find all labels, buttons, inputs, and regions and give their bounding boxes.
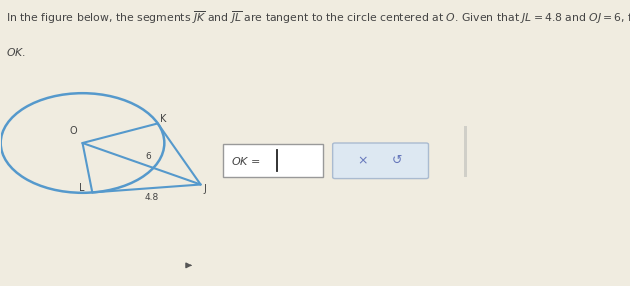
- Text: 6: 6: [146, 152, 151, 162]
- Text: ↺: ↺: [392, 154, 402, 167]
- Text: In the figure below, the segments $\overline{JK}$ and $\overline{JL}$ are tangen: In the figure below, the segments $\over…: [6, 9, 630, 26]
- Text: L: L: [79, 183, 84, 193]
- Text: $OK$.: $OK$.: [6, 46, 26, 58]
- FancyBboxPatch shape: [333, 143, 428, 178]
- Text: O: O: [69, 126, 77, 136]
- FancyBboxPatch shape: [464, 126, 467, 177]
- Text: ×: ×: [357, 154, 367, 167]
- Text: J: J: [203, 184, 206, 194]
- Text: 4.8: 4.8: [144, 193, 158, 202]
- FancyBboxPatch shape: [223, 144, 323, 177]
- Text: K: K: [160, 114, 166, 124]
- Text: $OK$ =: $OK$ =: [231, 155, 262, 167]
